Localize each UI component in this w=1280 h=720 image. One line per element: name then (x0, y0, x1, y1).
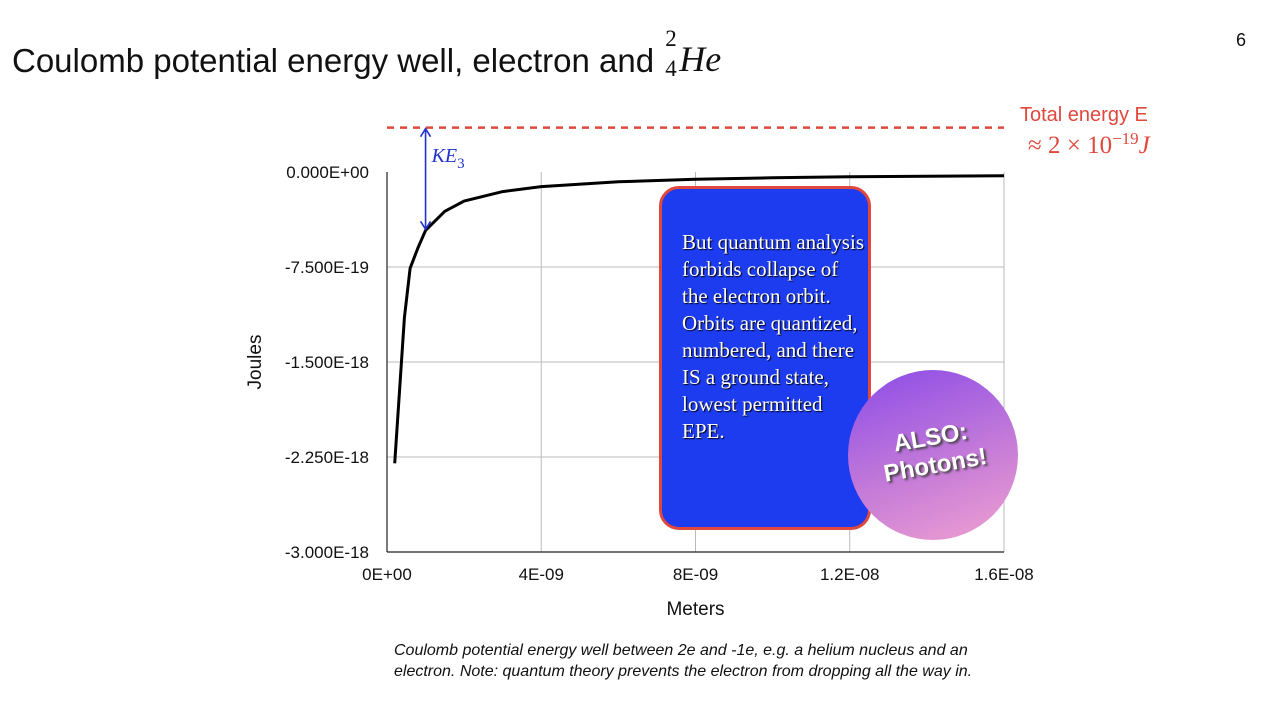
y-tick-label: -2.250E-18 (285, 448, 369, 467)
atomic-number: 4 (665, 56, 677, 81)
x-tick-label: 4E-09 (519, 565, 564, 584)
title-text: Coulomb potential energy well, electron … (12, 42, 664, 79)
y-tick-label: -3.000E-18 (285, 543, 369, 562)
photons-callout-circle: ALSO: Photons! (848, 370, 1018, 540)
slide-title: Coulomb potential energy well, electron … (12, 26, 721, 81)
quantum-callout-text: But quantum analysis forbids collapse of… (682, 230, 864, 443)
y-tick-label: -1.500E-18 (285, 353, 369, 372)
y-tick-label: -7.500E-19 (285, 258, 369, 277)
x-tick-label: 1.6E-08 (974, 565, 1034, 584)
total-energy-value: ≈ 2 × 10−19J (1028, 129, 1152, 159)
photons-callout-text: ALSO: Photons! (881, 417, 989, 488)
y-tick-label: 0.000E+00 (286, 163, 369, 182)
page-number: 6 (1236, 30, 1247, 50)
quantum-callout-box: But quantum analysis forbids collapse of… (659, 186, 871, 530)
x-tick-label: 0E+00 (362, 565, 412, 584)
ke-arrow-head-bottom (419, 220, 432, 231)
figure-caption: Coulomb potential energy well between 2e… (394, 642, 973, 680)
chart-series (393, 174, 1005, 464)
ke-label: KE3 (431, 145, 465, 172)
helium-nuclide-notation: 2 4 He (663, 26, 721, 81)
chart-tick-labels: 0E+00 4E-09 8E-09 1.2E-08 1.6E-08 0.000E+00 -7… (245, 163, 1034, 620)
mass-number: 2 (665, 26, 677, 51)
total-energy-label: Total energy E (1020, 104, 1148, 126)
y-axis-label: Joules (245, 335, 266, 390)
x-tick-label: 8E-09 (673, 565, 718, 584)
ke-arrow-head-top (419, 127, 432, 138)
element-symbol: He (679, 39, 722, 79)
x-axis-label: Meters (666, 599, 724, 620)
chart-annotations: Total energy E ≈ 2 × 10−19J KE3 (387, 104, 1152, 231)
energy-curve (393, 174, 1005, 464)
chart-axes (386, 172, 1004, 553)
x-tick-label: 1.2E-08 (820, 565, 880, 584)
